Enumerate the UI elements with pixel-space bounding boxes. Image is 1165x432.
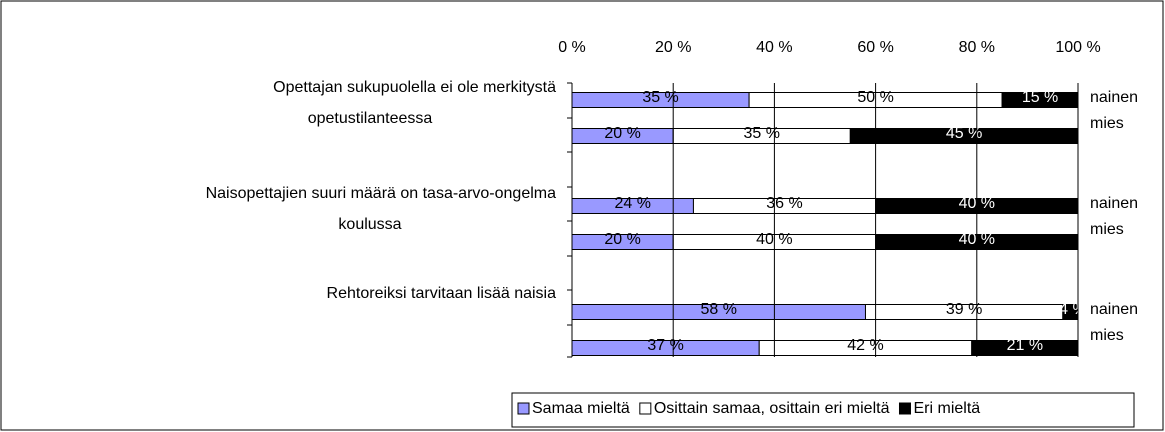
data-label: 21 % bbox=[1007, 337, 1043, 354]
data-label: 15 % bbox=[1022, 89, 1058, 106]
legend-box bbox=[511, 392, 1135, 428]
data-label: 35 % bbox=[642, 89, 678, 106]
legend-swatch bbox=[639, 402, 652, 415]
x-tick-label: 60 % bbox=[857, 39, 893, 56]
legend-label: Osittain samaa, osittain eri mieltä bbox=[654, 400, 890, 417]
category-label: Opettajan sukupuolella ei ole merkitystä bbox=[273, 79, 556, 96]
data-label: 37 % bbox=[647, 337, 683, 354]
row-label: mies bbox=[1090, 327, 1124, 344]
category-label: koulussa bbox=[338, 216, 401, 233]
row-label: nainen bbox=[1090, 89, 1138, 106]
category-label: opetustilanteessa bbox=[308, 110, 433, 127]
x-tick-label: 20 % bbox=[655, 39, 691, 56]
data-label: 42 % bbox=[847, 337, 883, 354]
row-label: nainen bbox=[1090, 195, 1138, 212]
x-tick-label: 0 % bbox=[558, 39, 586, 56]
data-label: 36 % bbox=[766, 195, 802, 212]
legend-label: Samaa mieltä bbox=[532, 400, 630, 417]
x-tick-label: 40 % bbox=[756, 39, 792, 56]
row-label: nainen bbox=[1090, 301, 1138, 318]
legend-label: Eri mieltä bbox=[913, 400, 980, 417]
data-label: 45 % bbox=[946, 125, 982, 142]
data-label: 4 % bbox=[1059, 301, 1087, 318]
category-label: Naisopettajien suuri määrä on tasa-arvo-… bbox=[206, 185, 557, 202]
legend-swatch bbox=[517, 402, 530, 415]
data-label: 39 % bbox=[946, 301, 982, 318]
bar-segment bbox=[1062, 304, 1078, 320]
data-label: 24 % bbox=[614, 195, 650, 212]
data-label: 58 % bbox=[701, 301, 737, 318]
data-label: 35 % bbox=[744, 125, 780, 142]
x-tick-label: 100 % bbox=[1055, 39, 1100, 56]
legend-swatch bbox=[898, 402, 911, 415]
row-label: mies bbox=[1090, 115, 1124, 132]
category-label: Rehtoreiksi tarvitaan lisää naisia bbox=[327, 285, 557, 302]
row-label: mies bbox=[1090, 221, 1124, 238]
plot: 35 % 50 % 15 %20 % 35 % 45 %24 % 36 % 40 %20 %… bbox=[572, 89, 1087, 356]
data-label: 20 % bbox=[604, 125, 640, 142]
data-label: 20 % bbox=[604, 231, 640, 248]
x-tick-label: 80 % bbox=[959, 39, 995, 56]
